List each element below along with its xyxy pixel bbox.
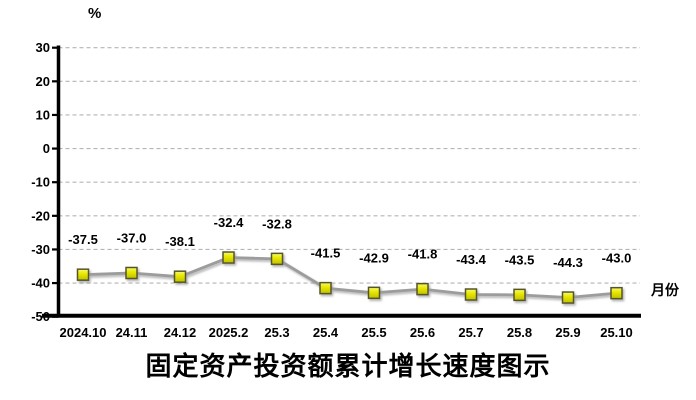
x-axis-tick-label: 24.12 [164,325,197,340]
x-axis-tick-label: 25.3 [264,325,289,340]
data-point-label: -44.3 [553,255,583,270]
x-axis-tick-label: 25.4 [313,325,339,340]
chart-canvas: 30 20 10 0 -10 -20 -30 -40 -50 2024.10 24.11 24.12 2… [31,40,641,340]
chart-title: 固定资产投资额累计增长速度图示 [145,352,551,381]
x-axis-tick-label: 2024.10 [60,325,107,340]
y-axis-tick-label: -40 [31,276,50,291]
data-point-label: -32.8 [262,216,292,231]
data-point-marker [367,286,381,300]
data-point-label: -41.8 [408,247,438,262]
data-point-marker [416,282,429,296]
data-point-label: -43.5 [505,252,535,267]
data-point-marker [319,281,332,295]
y-axis-tick-label: 0 [43,141,50,156]
x-axis-tick-label: 25.6 [410,325,435,340]
x-axis-tick-label: 25.8 [507,325,532,340]
x-axis-tick-label: 24.11 [116,325,148,340]
data-point-label: -43.0 [602,251,632,266]
x-axis-tick-label: 25.7 [458,325,483,340]
series-line [82,256,617,299]
y-axis-tick-label: -30 [31,242,50,257]
line-series [76,251,623,304]
data-point-marker [270,252,284,266]
y-axis-unit-label: % [88,5,102,22]
data-point-label: -41.5 [311,246,341,261]
data-point-label: -32.4 [214,215,244,230]
y-axis-tick-label: 30 [36,40,50,55]
y-axis-tick-label: -20 [31,208,50,223]
data-point-marker [125,266,138,280]
data-point-label: -37.0 [117,230,147,245]
data-point-marker [561,291,575,304]
data-point-marker [222,251,235,264]
data-point-marker [173,270,187,283]
y-axis-tick-label: 20 [36,74,50,89]
x-axis-tick-label: 2025.2 [209,325,249,340]
data-point-label: -37.5 [68,232,98,247]
x-axis-title: 月份 [651,282,679,298]
y-axis-tick-label: 10 [36,107,50,122]
data-point-marker [610,286,623,300]
data-point-label: -38.1 [165,234,195,249]
x-axis-tick-label: 25.5 [361,325,386,340]
data-point-label: -43.4 [456,252,486,267]
data-point-label: -42.9 [359,250,389,265]
data-point-marker [464,288,478,301]
x-axis-tick-label: 25.9 [555,325,580,340]
data-point-marker [513,288,526,302]
data-point-marker [76,268,90,281]
x-axis-tick-label: 25.10 [600,325,633,340]
y-axis-tick-label: -10 [31,175,50,190]
y-axis-tick-label: -50 [31,309,50,324]
